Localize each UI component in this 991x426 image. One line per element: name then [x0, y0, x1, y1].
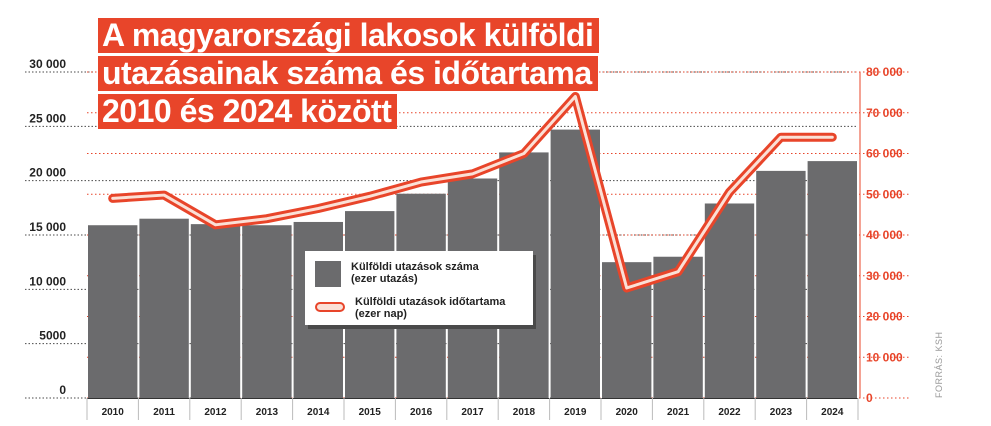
- title-line-3: 2010 és 2024 között: [98, 94, 398, 129]
- chart-title: A magyarországi lakosok külföldi utazása…: [98, 18, 600, 132]
- line-series: [108, 91, 837, 293]
- x-tick-label: 2021: [667, 407, 690, 418]
- x-tick-label: 2011: [153, 407, 175, 418]
- source-note: FORRÁS: KSH: [934, 331, 944, 398]
- x-tick-label: 2023: [770, 407, 793, 418]
- y-right-tick-label: 50 000: [866, 187, 903, 201]
- line-point: [574, 95, 576, 97]
- bar: [88, 225, 138, 398]
- y-right-tick-label: 30 000: [866, 269, 903, 283]
- x-tick-label: 2020: [616, 407, 639, 418]
- line-point: [523, 153, 525, 154]
- legend-swatch-bar: [315, 261, 341, 287]
- line-point: [369, 195, 371, 197]
- line-point: [729, 191, 730, 193]
- bar: [807, 161, 857, 398]
- y-right-tick-label: 70 000: [866, 106, 903, 120]
- y-right-tick-label: 40 000: [866, 228, 903, 242]
- line-point: [677, 271, 679, 273]
- y-left-tick-label: 15 000: [29, 220, 66, 234]
- x-tick-label: 2019: [564, 407, 587, 418]
- title-line-1: A magyarországi lakosok külföldi: [98, 18, 600, 53]
- x-tick-label: 2022: [718, 407, 741, 418]
- legend-label-bars: Külföldi utazások száma: [351, 261, 479, 273]
- line-point: [163, 194, 165, 196]
- y-left-tick-label: 30 000: [29, 57, 66, 71]
- line-point: [266, 218, 268, 220]
- x-tick-label: 2012: [204, 407, 227, 418]
- line-point: [626, 287, 628, 289]
- x-tick-label: 2018: [513, 407, 536, 418]
- legend-unit-line: (ezer nap): [355, 308, 407, 320]
- axes: 0 5000 10 000 15 000 20 000 25 000 30 000 0 10 0…: [29, 57, 903, 420]
- bar: [756, 170, 806, 398]
- y-left-tick-label: 5000: [39, 329, 66, 343]
- bar: [190, 224, 241, 398]
- bar: [242, 225, 292, 398]
- y-right-tick-label: 0: [866, 391, 873, 405]
- x-tick-label: 2014: [307, 407, 330, 418]
- y-left-tick-label: 20 000: [29, 166, 66, 180]
- title-line-2: utazásainak száma és időtartama: [98, 56, 598, 91]
- y-right-tick-label: 20 000: [866, 310, 903, 324]
- line-point: [112, 197, 114, 199]
- line-point: [831, 136, 833, 138]
- y-left-tick-label: 10 000: [29, 274, 66, 288]
- x-tick-label: 2010: [102, 407, 125, 418]
- x-tick-label: 2013: [256, 407, 279, 418]
- bar: [139, 218, 189, 398]
- x-tick-label: 2016: [410, 407, 433, 418]
- legend-unit-bars: (ezer utazás): [351, 273, 418, 285]
- line-point: [317, 208, 319, 210]
- bar: [704, 203, 755, 398]
- legend-label-line: Külföldi utazások időtartama: [355, 296, 506, 308]
- y-right-tick-label: 10 000: [866, 350, 903, 364]
- line-point: [215, 224, 216, 226]
- y-right-tick-label: 60 000: [866, 147, 903, 161]
- y-right-tick-label: 80 000: [866, 65, 903, 79]
- line-point: [780, 136, 782, 138]
- x-tick-label: 2015: [359, 407, 382, 418]
- x-tick-label: 2024: [821, 407, 844, 418]
- legend-item-line: Külföldi utazások időtartama (ezer nap): [315, 296, 535, 320]
- legend-item-bars: Külföldi utazások száma (ezer utazás): [315, 261, 531, 287]
- legend-swatch-line: [315, 302, 345, 312]
- y-left-tick-label: 25 000: [29, 111, 66, 125]
- legend: Külföldi utazások száma (ezer utazás) Kü…: [305, 251, 533, 325]
- line-point: [420, 181, 422, 183]
- x-tick-label: 2017: [461, 407, 484, 418]
- y-left-tick-label: 0: [59, 383, 66, 397]
- line-point: [472, 173, 473, 175]
